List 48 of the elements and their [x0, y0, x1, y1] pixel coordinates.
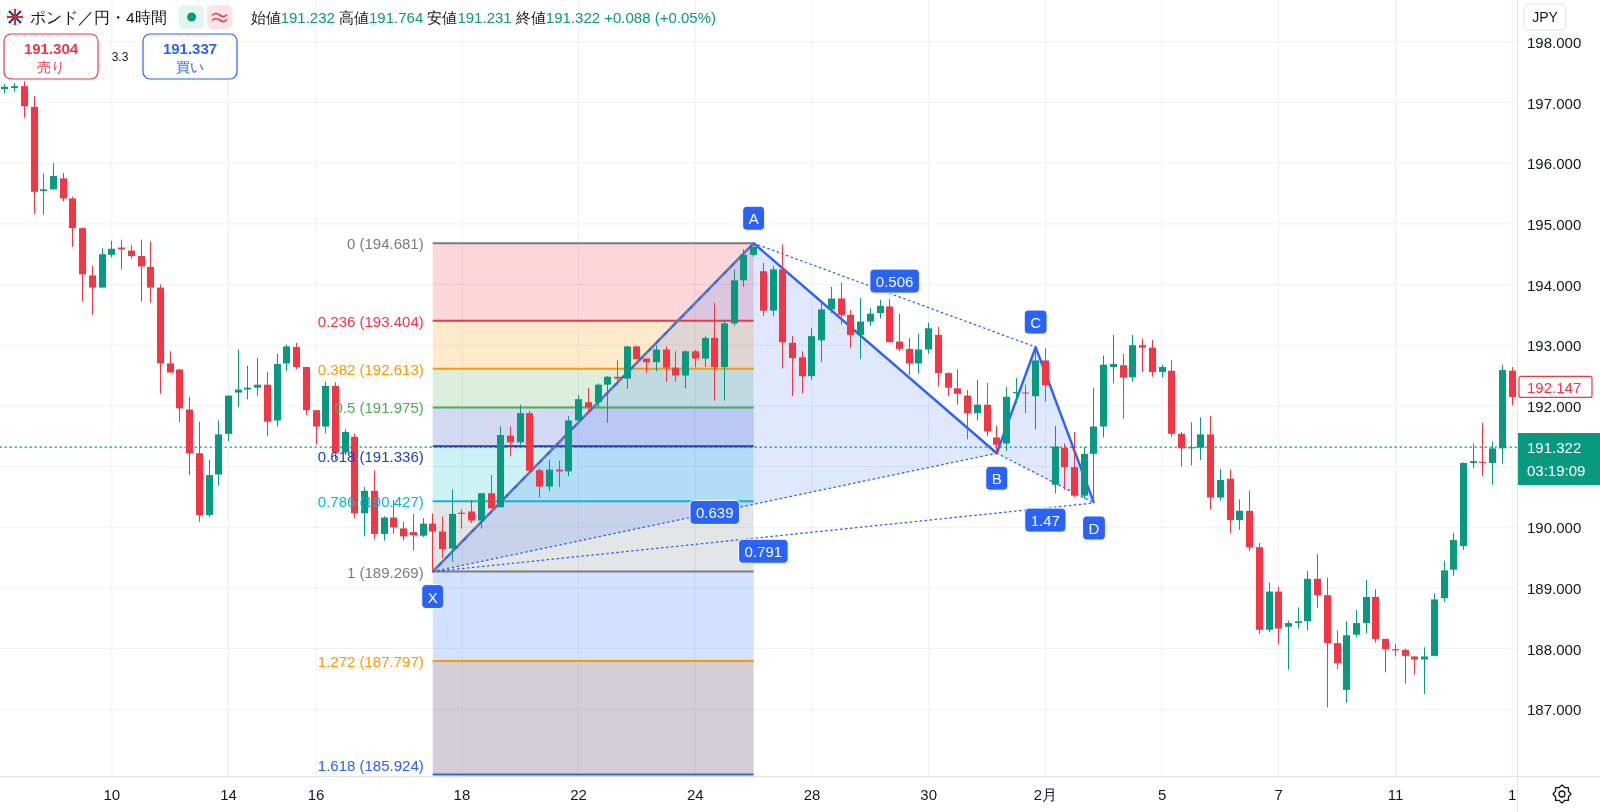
- price-label: 192.147: [1518, 375, 1593, 398]
- title: ポンド／円・4時間: [30, 8, 167, 26]
- y-tick-label: 190.000: [1527, 518, 1582, 536]
- annotation: A: [748, 209, 759, 227]
- level-label: 1 (189.269): [347, 563, 424, 581]
- spread: 3.3: [111, 50, 129, 64]
- annotation: X: [427, 588, 438, 606]
- x-tick-label: 18: [453, 785, 471, 803]
- y-tick-label: 194.000: [1527, 276, 1582, 294]
- x-tick-label: 24: [686, 785, 704, 803]
- x-tick-label: 22: [570, 785, 587, 803]
- x-tick-label: 28: [803, 785, 821, 803]
- annotation: 売り: [37, 59, 65, 75]
- subtitle: 始値191.232 高値191.764 安値191.231 終値191.322 +0.088 (+0.05%): [250, 8, 716, 26]
- x-tick-label: 10: [103, 785, 121, 803]
- level-label: 0.236 (193.404): [317, 312, 424, 330]
- x-tick-label: 1: [1507, 785, 1517, 803]
- y-tick-label: 187.000: [1527, 700, 1582, 718]
- label: X: [421, 584, 445, 610]
- x-tick-label: 16: [307, 785, 325, 803]
- level-label: 0 (194.681): [347, 234, 424, 252]
- x-tick-label: 30: [920, 785, 937, 803]
- y-tick-label: 195.000: [1527, 215, 1582, 233]
- x-tick-label: 5: [1157, 785, 1167, 803]
- y-tick-label: 189.000: [1527, 579, 1582, 597]
- sell-button: 191.304 売り: [3, 33, 99, 80]
- buy-button: 191.337 買い: [142, 33, 238, 80]
- level-label: 1.618 (185.924): [317, 756, 424, 774]
- label: A: [742, 205, 766, 231]
- x-tick-label: 2月: [1033, 785, 1058, 803]
- level-label: 0.382 (192.613): [317, 360, 424, 378]
- y-tick-label: 196.000: [1527, 154, 1582, 172]
- annotation: 191.304: [23, 39, 79, 57]
- y-axis-title: JPY: [1532, 9, 1559, 25]
- x-tick-label: 11: [1387, 785, 1404, 803]
- annotation: 191.337: [162, 39, 218, 57]
- annotation: 買い: [176, 59, 204, 75]
- ref-line-label: 191.322: [1527, 438, 1582, 456]
- y-tick-label: 198.000: [1527, 33, 1582, 51]
- level-label: 1.272 (187.797): [317, 652, 424, 670]
- y-tick-label: 192.000: [1527, 397, 1582, 415]
- y-tick-label: 193.000: [1527, 336, 1582, 354]
- last-price: 191.322 03:19:09: [1518, 433, 1600, 486]
- unit: JPY: [1523, 3, 1567, 31]
- y-tick-label: 188.000: [1527, 640, 1582, 658]
- x-tick-label: 14: [220, 785, 237, 803]
- x-tick-label: 7: [1274, 785, 1283, 803]
- y-tick-label: 197.000: [1527, 94, 1582, 112]
